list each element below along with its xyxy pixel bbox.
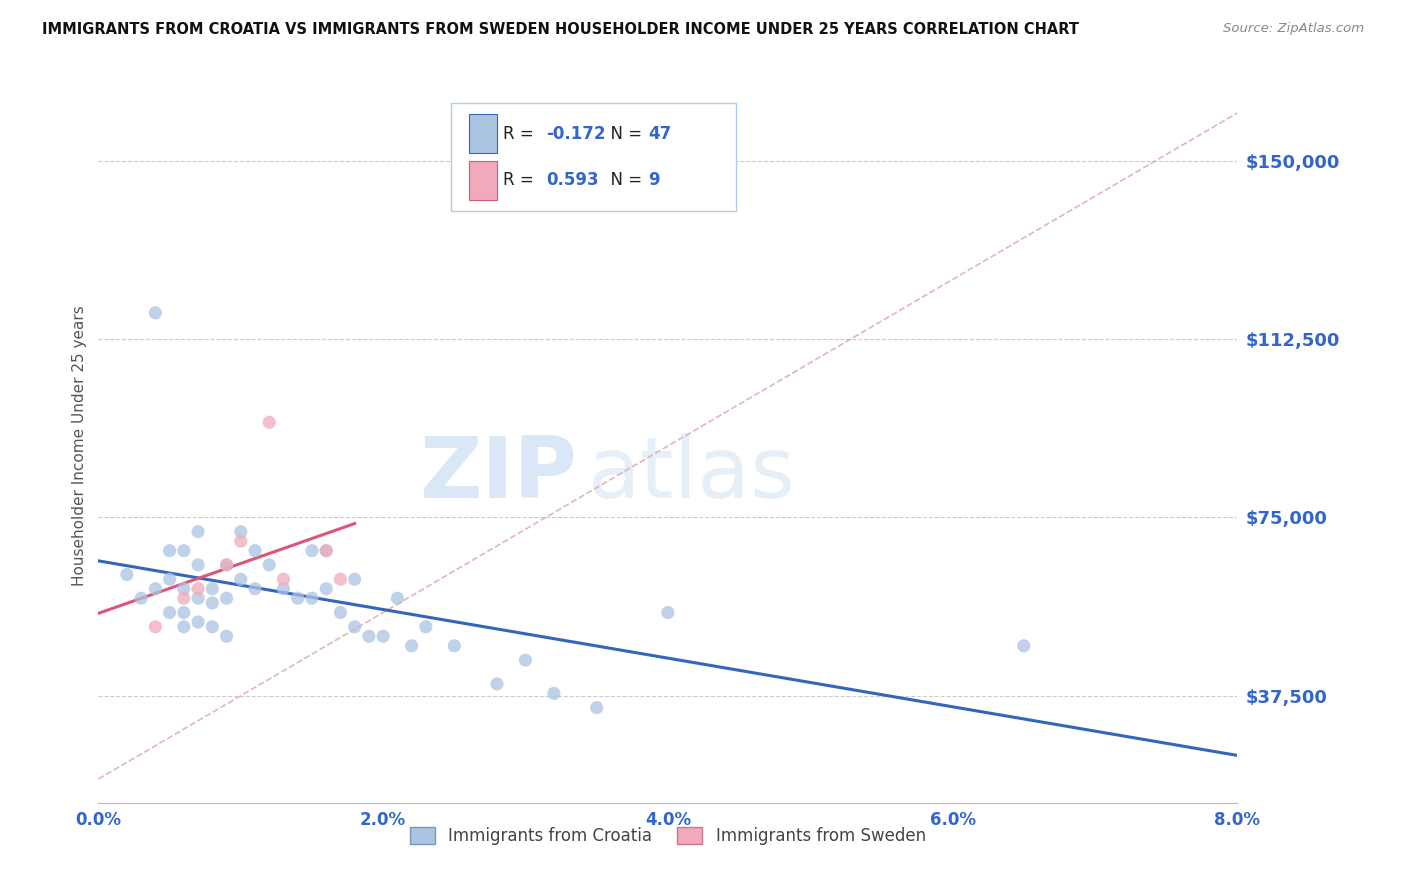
Point bbox=[243, 582, 266, 596]
Point bbox=[443, 639, 465, 653]
Point bbox=[387, 591, 409, 606]
Point bbox=[486, 677, 509, 691]
Point bbox=[315, 582, 337, 596]
Point bbox=[173, 591, 195, 606]
Point bbox=[201, 596, 224, 610]
Point bbox=[159, 572, 181, 586]
Point bbox=[173, 543, 195, 558]
Legend: Immigrants from Croatia, Immigrants from Sweden: Immigrants from Croatia, Immigrants from… bbox=[404, 820, 932, 852]
Point bbox=[1012, 639, 1035, 653]
Point bbox=[301, 543, 323, 558]
Point bbox=[243, 543, 266, 558]
Point bbox=[173, 582, 195, 596]
Point bbox=[201, 582, 224, 596]
Text: R =: R = bbox=[503, 125, 538, 143]
Point bbox=[215, 629, 238, 643]
Point bbox=[187, 615, 209, 629]
Point bbox=[201, 620, 224, 634]
Point bbox=[145, 582, 167, 596]
Point bbox=[229, 524, 252, 539]
Point bbox=[329, 606, 352, 620]
Point bbox=[585, 700, 607, 714]
Text: 9: 9 bbox=[648, 171, 659, 189]
Point bbox=[343, 572, 366, 586]
Point bbox=[173, 620, 195, 634]
Point bbox=[357, 629, 380, 643]
Point bbox=[215, 591, 238, 606]
Point bbox=[371, 629, 394, 643]
Y-axis label: Householder Income Under 25 years: Householder Income Under 25 years bbox=[72, 306, 87, 586]
Point bbox=[259, 558, 281, 572]
Point bbox=[145, 620, 167, 634]
Point bbox=[129, 591, 152, 606]
Point bbox=[215, 558, 238, 572]
Point bbox=[259, 415, 281, 429]
Point bbox=[343, 620, 366, 634]
Text: ZIP: ZIP bbox=[419, 433, 576, 516]
Text: N =: N = bbox=[599, 171, 652, 189]
Point bbox=[301, 591, 323, 606]
Point bbox=[229, 534, 252, 549]
Point bbox=[315, 543, 337, 558]
FancyBboxPatch shape bbox=[468, 161, 498, 200]
Text: R =: R = bbox=[503, 171, 544, 189]
Point bbox=[187, 582, 209, 596]
Point bbox=[229, 572, 252, 586]
Text: 0.593: 0.593 bbox=[546, 171, 599, 189]
Point bbox=[287, 591, 309, 606]
Text: -0.172: -0.172 bbox=[546, 125, 606, 143]
Text: 47: 47 bbox=[648, 125, 672, 143]
Point bbox=[187, 524, 209, 539]
Point bbox=[329, 572, 352, 586]
FancyBboxPatch shape bbox=[468, 114, 498, 153]
Point bbox=[273, 572, 295, 586]
Point bbox=[401, 639, 423, 653]
Point bbox=[159, 543, 181, 558]
Text: N =: N = bbox=[599, 125, 647, 143]
FancyBboxPatch shape bbox=[451, 103, 737, 211]
Point bbox=[415, 620, 437, 634]
Point bbox=[159, 606, 181, 620]
Point bbox=[657, 606, 679, 620]
Point bbox=[515, 653, 537, 667]
Point bbox=[187, 591, 209, 606]
Point bbox=[145, 306, 167, 320]
Point bbox=[115, 567, 138, 582]
Point bbox=[543, 686, 565, 700]
Text: Source: ZipAtlas.com: Source: ZipAtlas.com bbox=[1223, 22, 1364, 36]
Point bbox=[187, 558, 209, 572]
Text: atlas: atlas bbox=[588, 433, 796, 516]
Point bbox=[315, 543, 337, 558]
Text: IMMIGRANTS FROM CROATIA VS IMMIGRANTS FROM SWEDEN HOUSEHOLDER INCOME UNDER 25 YE: IMMIGRANTS FROM CROATIA VS IMMIGRANTS FR… bbox=[42, 22, 1080, 37]
Point bbox=[173, 606, 195, 620]
Point bbox=[215, 558, 238, 572]
Point bbox=[273, 582, 295, 596]
